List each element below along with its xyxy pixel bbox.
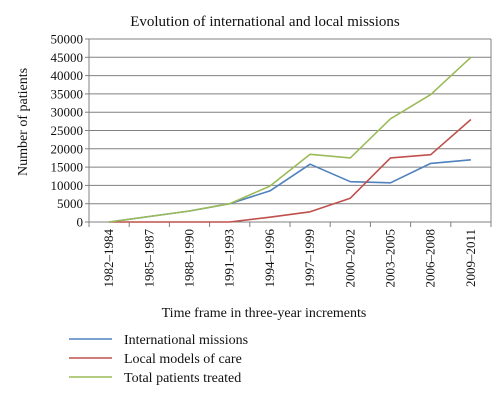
- x-tick-label: 2006–2008: [423, 229, 438, 288]
- x-tick-label: 1985–1987: [141, 229, 156, 288]
- x-tick-label: 1988–1990: [182, 229, 197, 288]
- x-tick-label: 1982–1984: [101, 229, 116, 288]
- x-tick-label: 2009–2011: [463, 229, 478, 287]
- chart-title: Evolution of international and local mis…: [130, 14, 400, 30]
- y-tick-label: 15000: [51, 160, 84, 175]
- x-tick-label: 2003–2005: [383, 229, 398, 288]
- series-lines: [108, 56, 472, 223]
- y-tick-label: 45000: [51, 50, 84, 65]
- legend-label: Local models of care: [124, 352, 242, 367]
- gridlines: [89, 38, 491, 223]
- series-line: [109, 118, 472, 223]
- y-axis-label: Number of patients: [16, 68, 31, 176]
- x-axis-label: Time frame in three-year increments: [162, 306, 367, 321]
- series-line: [108, 159, 471, 223]
- legend: International missions Local models of ca…: [69, 333, 248, 386]
- series-line: [108, 56, 472, 223]
- y-tick-label: 25000: [51, 123, 84, 138]
- legend-label: International missions: [124, 333, 248, 348]
- y-tick-label: 30000: [51, 105, 84, 120]
- y-tick-label: 10000: [51, 178, 84, 193]
- x-tick-label: 1991–1993: [222, 229, 237, 288]
- y-tick-label: 20000: [51, 141, 84, 156]
- y-tick-label: 5000: [57, 196, 83, 211]
- legend-label: Total patients treated: [124, 371, 241, 386]
- y-tick-label: 40000: [51, 68, 84, 83]
- y-tick-label: 50000: [51, 32, 84, 47]
- x-tick-label: 1997–1999: [302, 229, 317, 288]
- x-tick-label: 1994–1996: [262, 229, 277, 288]
- axes: 0 5000 10000 15000 20000 25000 30000 35000 40000…: [51, 32, 492, 288]
- y-tick-label: 35000: [51, 86, 84, 101]
- y-tick-label: 0: [77, 215, 84, 230]
- x-tick-label: 2000–2002: [342, 229, 357, 288]
